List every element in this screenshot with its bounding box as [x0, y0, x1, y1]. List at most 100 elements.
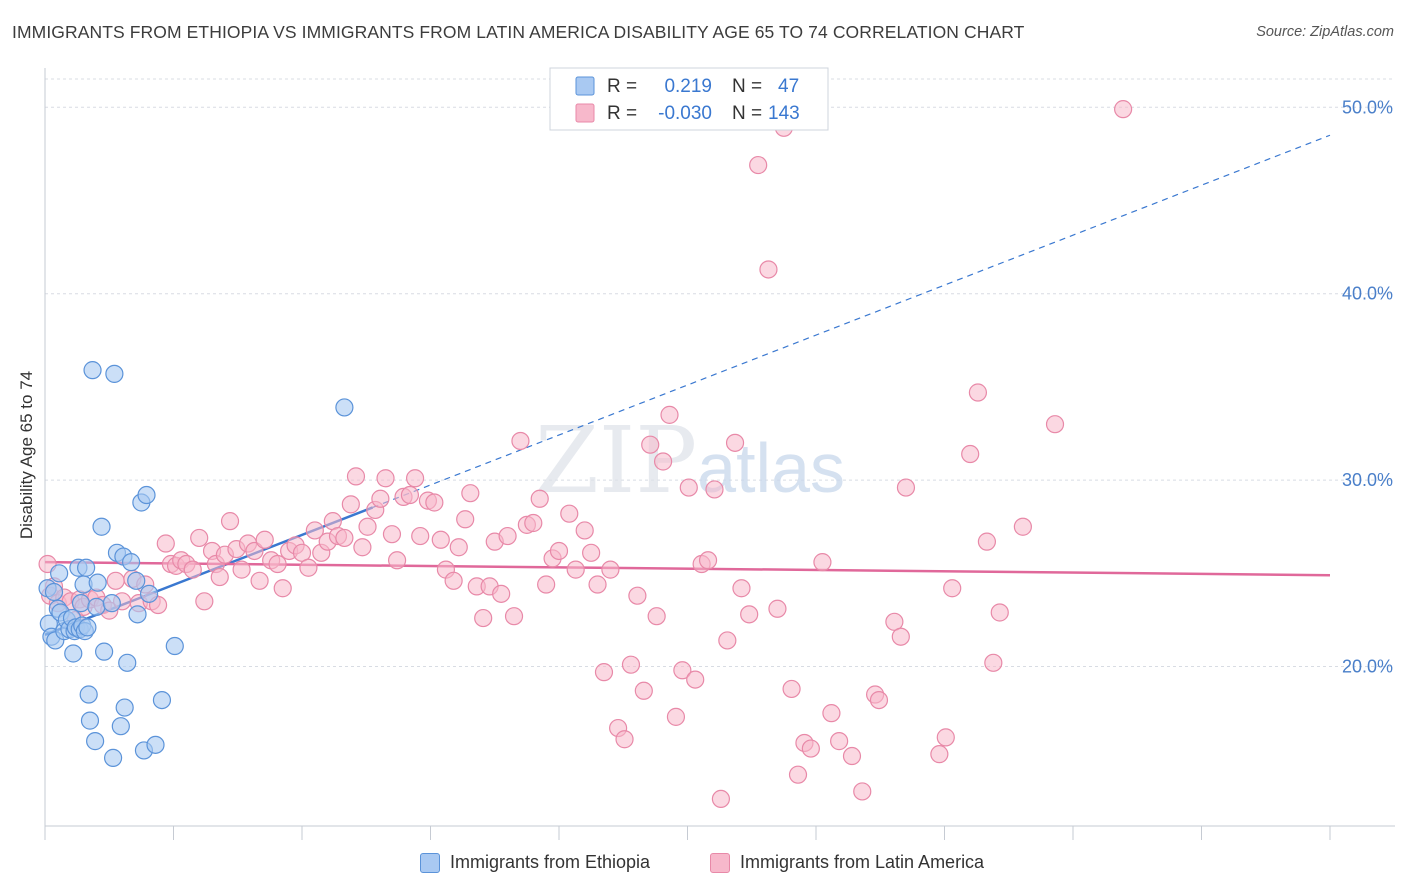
ethiopia-point: [104, 748, 123, 767]
latin-america-point: [504, 607, 524, 626]
ethiopia-point: [44, 582, 64, 602]
latin-america-point: [560, 504, 579, 523]
ethiopia-points: [38, 361, 354, 767]
latin-america-point: [549, 541, 569, 561]
legend-n-label: N =: [732, 76, 762, 97]
latin-america-point: [801, 739, 820, 758]
latin-america-point: [346, 467, 366, 486]
ethiopia-point: [77, 558, 96, 577]
legend-label-latam: Immigrants from Latin America: [740, 852, 985, 872]
latin-america-point: [405, 469, 425, 488]
ethiopia-point: [105, 364, 124, 383]
ethiopia-point: [152, 690, 172, 710]
latin-america-point: [749, 155, 768, 175]
ethiopia-point: [86, 732, 105, 751]
ethiopia-point: [64, 644, 83, 663]
legend-n-label: N =: [732, 103, 762, 124]
y-tick-label: 50.0%: [1342, 97, 1393, 117]
ethiopia-point: [83, 361, 102, 380]
latin-america-point: [461, 484, 480, 503]
latin-america-point: [782, 679, 801, 699]
ethiopia-point: [92, 517, 111, 536]
latin-america-point: [740, 605, 759, 624]
latin-america-point: [588, 575, 607, 594]
latin-america-point: [220, 512, 240, 531]
latin-america-point: [666, 707, 686, 726]
latin-america-point: [444, 571, 463, 590]
ethiopia-point: [137, 485, 156, 505]
ethiopia-point: [102, 594, 121, 613]
ethiopia-point: [88, 573, 107, 592]
latin-america-point: [653, 452, 673, 471]
ethiopia-point: [71, 594, 91, 613]
latin-america-point: [732, 579, 751, 598]
y-tick-label: 20.0%: [1342, 657, 1393, 677]
latin-america-point: [511, 431, 530, 451]
ethiopia-point: [118, 653, 137, 672]
latin-america-point: [718, 631, 737, 650]
latin-america-point: [647, 607, 666, 626]
legend-label-ethiopia: Immigrants from Ethiopia: [450, 852, 651, 872]
latin-america-point: [679, 478, 698, 497]
correlation-legend: R = 0.219 N = 47 R = -0.030 N = 143: [549, 67, 829, 131]
latin-america-point: [788, 765, 808, 784]
latin-america-point: [990, 603, 1009, 622]
latin-america-point: [183, 560, 202, 579]
legend-r-value: -0.030: [658, 103, 712, 124]
latin-america-point: [711, 789, 731, 809]
ethiopia-point: [128, 605, 147, 624]
ethiopia-point: [335, 398, 354, 417]
ethiopia-point: [111, 717, 130, 736]
ethiopia-point: [139, 584, 159, 603]
latin-america-point: [305, 521, 324, 540]
latin-america-point: [371, 489, 390, 508]
latin-america-point: [449, 538, 468, 557]
latin-america-point: [255, 530, 274, 549]
latin-america-point: [245, 541, 264, 561]
ethiopia-point: [87, 597, 106, 616]
latin-america-point: [1045, 415, 1065, 434]
latin-america-point: [566, 560, 585, 579]
latin-america-point: [1013, 517, 1032, 536]
latin-america-point: [641, 435, 660, 454]
latin-america-point: [725, 433, 745, 452]
legend-swatch-latam: [710, 852, 730, 873]
latin-america-points: [38, 100, 1133, 809]
latin-america-point: [813, 553, 832, 572]
latin-america-point: [273, 579, 292, 598]
y-tick-label: 40.0%: [1342, 284, 1393, 304]
latin-america-point: [524, 513, 543, 533]
latin-america-point: [382, 525, 402, 544]
latin-america-point: [930, 745, 949, 764]
latin-america-point: [842, 746, 862, 766]
latin-america-point: [759, 260, 778, 279]
ethiopia-point: [50, 564, 69, 583]
latin-america-point: [615, 730, 634, 749]
latin-america-point: [353, 538, 372, 557]
legend-swatch-latam: [575, 103, 595, 123]
latin-america-point: [376, 469, 395, 488]
latin-america-point: [582, 543, 601, 562]
latin-america-point: [943, 579, 962, 598]
scatter-plot: ZIPatlas 20.0%30.0%40.0%50.0%0.0%100.0% …: [17, 67, 1395, 840]
legend-swatch-ethiopia: [575, 76, 595, 96]
latin-america-point: [299, 558, 318, 577]
legend-r-label: R =: [607, 76, 637, 97]
grid-lines: [45, 78, 1395, 668]
latin-america-point: [387, 551, 407, 570]
ethiopia-trend-dashed: [372, 134, 1331, 509]
latin-america-point: [698, 551, 718, 570]
latin-america-point: [628, 586, 647, 605]
legend-item-ethiopia: Immigrants from Ethiopia: [420, 852, 650, 873]
latin-america-point: [768, 599, 787, 618]
latin-america-point: [936, 728, 955, 747]
latin-america-point: [335, 528, 354, 548]
latin-america-point: [673, 661, 692, 680]
latin-america-point: [961, 444, 980, 464]
latin-america-point: [891, 627, 910, 646]
bottom-legend: Immigrants from Ethiopia Immigrants from…: [0, 852, 1406, 878]
latin-america-point: [634, 681, 653, 700]
latin-america-point: [341, 495, 360, 514]
trend-lines: [44, 134, 1331, 637]
latin-america-point: [268, 554, 287, 574]
